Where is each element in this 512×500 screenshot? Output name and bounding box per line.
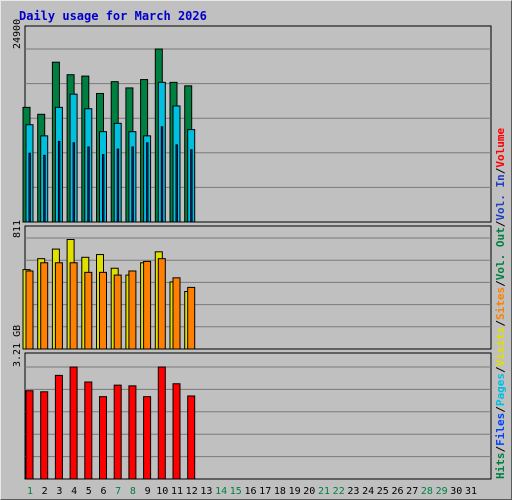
bar-sites-day-10 — [157, 258, 166, 350]
y-axis-max-label: 811 — [12, 220, 23, 238]
x-tick-label: 16 — [244, 486, 256, 497]
chart-title: Daily usage for March 2026 — [19, 9, 207, 23]
x-tick-label: 23 — [347, 486, 359, 497]
legend-item: Visits — [494, 327, 507, 367]
bar-volume-day-3 — [54, 374, 63, 480]
x-tick-label: 9 — [145, 486, 151, 497]
legend-item: Files — [494, 413, 507, 446]
legend-separator: / — [494, 167, 507, 174]
x-tick-label: 1 — [27, 486, 33, 497]
bar-sites-day-5 — [84, 271, 93, 350]
bar-files-day-12 — [190, 149, 193, 223]
x-tick-label: 6 — [100, 486, 106, 497]
x-tick-label: 2 — [42, 486, 48, 497]
x-tick-label: 29 — [436, 486, 448, 497]
bar-sites-day-2 — [40, 262, 49, 350]
x-tick-label: 26 — [391, 486, 403, 497]
bar-volume-day-1 — [25, 390, 34, 480]
chart-panel-middle: 811 — [12, 220, 492, 350]
x-tick-label: 4 — [71, 486, 77, 497]
x-tick-label: 13 — [200, 486, 212, 497]
x-tick-label: 30 — [450, 486, 462, 497]
bar-volume-day-4 — [69, 366, 78, 480]
x-tick-label: 17 — [259, 486, 271, 497]
legend-item: Sites — [494, 287, 507, 320]
bar-sites-day-7 — [113, 274, 122, 350]
bar-volume-day-11 — [172, 383, 181, 480]
x-tick-label: 18 — [274, 486, 286, 497]
bar-files-day-5 — [87, 146, 90, 223]
legend-item: Volume — [494, 128, 507, 168]
bar-sites-day-3 — [54, 262, 63, 350]
bar-sites-day-6 — [99, 271, 107, 350]
x-tick-label: 19 — [289, 486, 301, 497]
bar-files-day-4 — [72, 142, 75, 223]
chart-panel-top: 24900 — [12, 19, 492, 223]
x-tick-label: 8 — [130, 486, 136, 497]
bar-sites-day-9 — [143, 260, 152, 350]
x-tick-label: 14 — [215, 486, 227, 497]
legend-item: Hits — [494, 453, 507, 480]
x-tick-label: 10 — [156, 486, 168, 497]
chart-panel-bottom: 3.21 GB — [12, 325, 492, 480]
bar-volume-day-8 — [128, 385, 137, 480]
legend-separator: / — [494, 406, 507, 413]
bar-volume-day-7 — [113, 384, 122, 480]
bar-volume-day-10 — [157, 366, 166, 480]
x-tick-label: 27 — [406, 486, 418, 497]
bar-files-day-7 — [116, 148, 120, 223]
bar-files-day-9 — [146, 142, 149, 223]
bar-files-day-8 — [131, 146, 134, 223]
bar-files-day-11 — [175, 144, 178, 223]
legend-separator: / — [494, 320, 507, 327]
x-tick-label: 7 — [115, 486, 121, 497]
x-tick-label: 20 — [303, 486, 315, 497]
bar-volume-day-9 — [143, 396, 152, 480]
bar-files-day-10 — [160, 126, 164, 223]
bar-files-day-3 — [57, 140, 61, 223]
legend-item: Vol. In — [494, 174, 507, 220]
legend-separator: / — [494, 280, 507, 287]
side-legend: Hits/Files/Pages/Visits/Sites/Vol. Out/V… — [494, 128, 507, 479]
legend-item: Vol. Out — [494, 227, 507, 280]
bar-files-day-2 — [43, 154, 46, 223]
x-tick-label: 21 — [318, 486, 330, 497]
bar-sites-day-8 — [128, 270, 137, 350]
x-tick-label: 12 — [186, 486, 198, 497]
y-axis-max-label: 24900 — [12, 19, 23, 49]
legend-separator: / — [494, 366, 507, 373]
bar-volume-day-6 — [99, 396, 107, 480]
legend-separator: / — [494, 220, 507, 227]
legend-separator: / — [494, 446, 507, 453]
panel-border — [24, 225, 492, 350]
bar-sites-day-11 — [172, 277, 181, 350]
bar-volume-day-12 — [187, 395, 196, 480]
bar-volume-day-2 — [40, 391, 49, 480]
x-tick-label: 15 — [230, 486, 242, 497]
legend-item: Pages — [494, 373, 507, 406]
bar-volume-day-5 — [84, 381, 93, 480]
bar-sites-day-4 — [69, 262, 78, 350]
panel-border — [24, 25, 492, 223]
x-tick-label: 5 — [86, 486, 92, 497]
x-tick-label: 25 — [377, 486, 389, 497]
x-tick-label: 3 — [56, 486, 62, 497]
x-tick-label: 22 — [333, 486, 345, 497]
bar-files-day-6 — [102, 154, 105, 223]
bar-sites-day-1 — [25, 270, 34, 350]
x-tick-label: 11 — [171, 486, 183, 497]
bar-files-day-1 — [28, 152, 31, 223]
panel-border — [24, 352, 492, 480]
x-tick-label: 31 — [465, 486, 477, 497]
bar-sites-day-12 — [187, 286, 196, 350]
x-tick-label: 28 — [421, 486, 433, 497]
y-axis-max-label: 3.21 GB — [12, 325, 23, 367]
x-tick-label: 24 — [362, 486, 374, 497]
